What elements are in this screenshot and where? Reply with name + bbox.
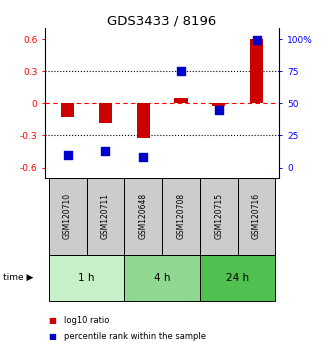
Point <box>178 68 184 74</box>
Text: GSM120710: GSM120710 <box>63 193 72 239</box>
Bar <box>238 178 275 255</box>
Bar <box>200 178 238 255</box>
Bar <box>99 103 112 122</box>
Point <box>103 148 108 154</box>
Bar <box>124 178 162 255</box>
Bar <box>87 178 124 255</box>
Point <box>254 38 259 43</box>
Bar <box>212 103 225 107</box>
Bar <box>174 98 187 103</box>
Bar <box>49 255 124 301</box>
Text: log10 ratio: log10 ratio <box>64 316 109 325</box>
Text: GSM120708: GSM120708 <box>177 193 186 239</box>
Text: GSM120715: GSM120715 <box>214 193 223 239</box>
Bar <box>162 178 200 255</box>
Point <box>65 152 70 158</box>
Bar <box>200 255 275 301</box>
Title: GDS3433 / 8196: GDS3433 / 8196 <box>108 14 217 27</box>
Bar <box>49 178 87 255</box>
Text: GSM120711: GSM120711 <box>101 193 110 239</box>
Bar <box>124 255 200 301</box>
Text: ■: ■ <box>48 316 56 325</box>
Text: GSM120648: GSM120648 <box>139 193 148 239</box>
Bar <box>250 39 263 103</box>
Bar <box>137 103 150 138</box>
Point <box>141 154 146 160</box>
Text: 1 h: 1 h <box>78 273 95 283</box>
Text: GSM120716: GSM120716 <box>252 193 261 239</box>
Text: ■: ■ <box>48 332 56 341</box>
Text: percentile rank within the sample: percentile rank within the sample <box>64 332 206 341</box>
Text: time ▶: time ▶ <box>3 273 34 282</box>
Text: 4 h: 4 h <box>154 273 170 283</box>
Bar <box>61 103 74 117</box>
Point <box>216 107 221 113</box>
Text: 24 h: 24 h <box>226 273 249 283</box>
